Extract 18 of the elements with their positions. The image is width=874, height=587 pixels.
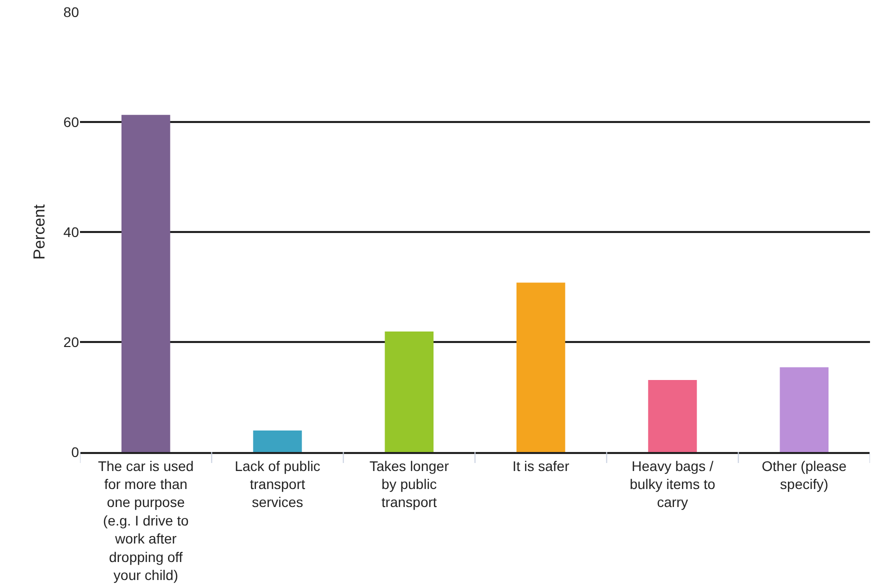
- bar: [121, 114, 170, 452]
- y-tick-label: 0: [71, 444, 80, 460]
- y-tick-label: 40: [63, 224, 80, 240]
- y-tick-label: 80: [63, 4, 80, 20]
- x-tick-label: Lack of public transport services: [234, 458, 320, 510]
- x-tick-label: It is safer: [512, 458, 570, 474]
- bar: [253, 430, 302, 452]
- y-axis-title: Percent: [31, 204, 48, 260]
- bar: [780, 367, 829, 452]
- x-tick-label: Takes longer by public transport: [369, 458, 450, 510]
- bar: [384, 332, 434, 452]
- bar: [516, 282, 566, 452]
- bar: [648, 380, 697, 452]
- x-tick-label: Heavy bags / bulky items to carry: [630, 458, 716, 510]
- x-tick-label: Other (please specify): [762, 458, 847, 492]
- x-tick-label: The car is used for more than one purpose (e.g. I drive to work after dropping off your child): [98, 458, 194, 583]
- y-tick-label: 60: [63, 114, 80, 130]
- y-tick-label: 20: [63, 334, 80, 350]
